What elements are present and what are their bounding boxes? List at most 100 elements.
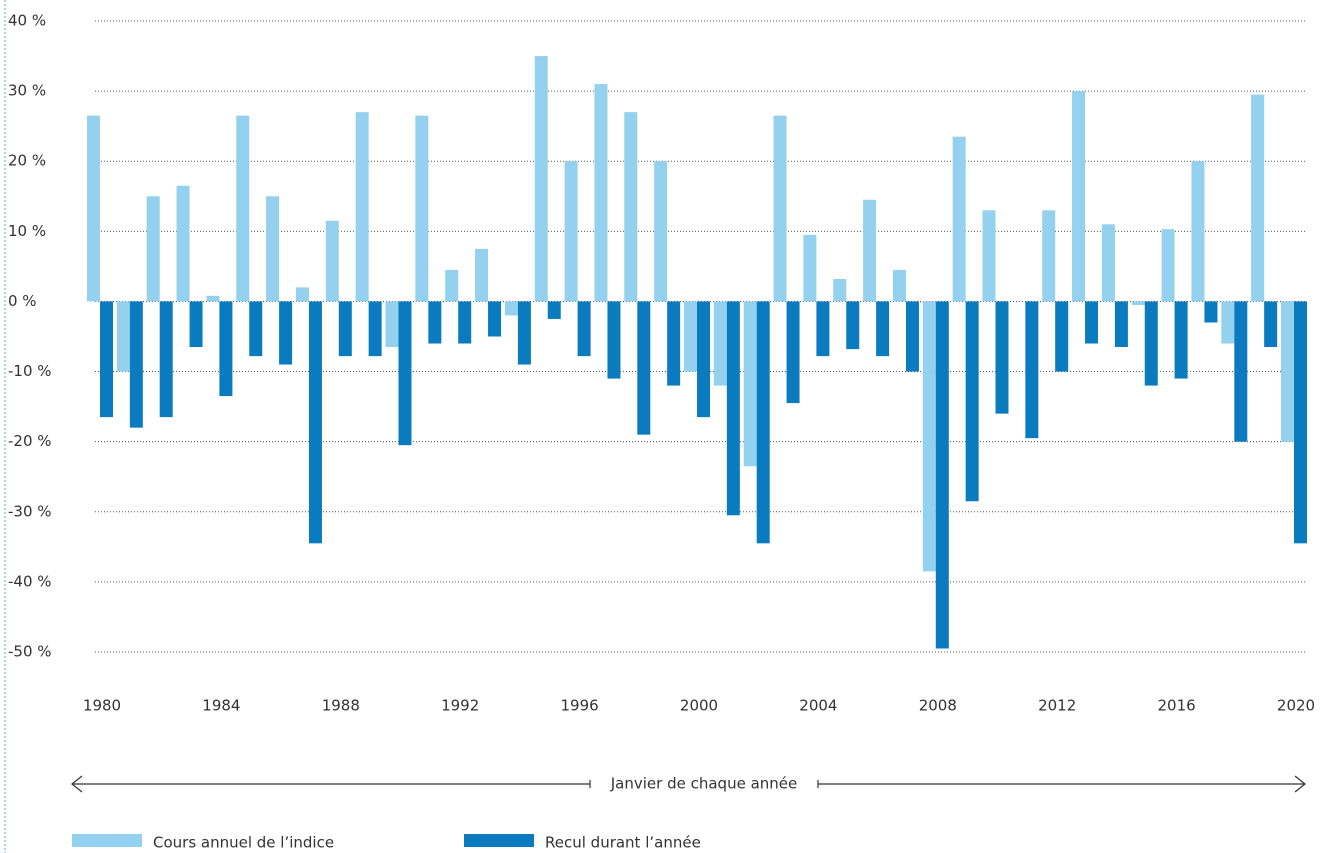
bar bbox=[577, 301, 591, 357]
bar bbox=[116, 301, 130, 372]
x-tick-label: 2004 bbox=[799, 697, 837, 715]
legend-swatch bbox=[72, 834, 142, 847]
bar bbox=[398, 301, 412, 446]
bar bbox=[159, 301, 173, 418]
bar bbox=[863, 199, 877, 302]
bar bbox=[415, 115, 429, 302]
x-tick-label: 2012 bbox=[1038, 697, 1076, 715]
bar bbox=[1281, 301, 1294, 442]
bar bbox=[773, 115, 787, 302]
bar bbox=[892, 269, 906, 302]
bar bbox=[385, 301, 399, 348]
bar bbox=[279, 301, 293, 365]
bar bbox=[1221, 301, 1235, 344]
bar bbox=[517, 301, 531, 365]
bar bbox=[816, 301, 830, 357]
bar bbox=[594, 84, 608, 302]
bar bbox=[129, 301, 143, 428]
bar bbox=[1191, 161, 1205, 302]
bar bbox=[338, 301, 352, 357]
bar bbox=[475, 248, 489, 302]
bar bbox=[995, 301, 1009, 414]
bar bbox=[952, 136, 966, 302]
x-tick-label: 1980 bbox=[83, 697, 121, 715]
bar bbox=[355, 112, 369, 302]
bar bbox=[189, 301, 203, 348]
bar bbox=[266, 196, 280, 302]
y-tick-label: -20 % bbox=[8, 432, 52, 450]
bar bbox=[1025, 301, 1039, 439]
bar bbox=[368, 301, 382, 357]
bar bbox=[428, 301, 442, 344]
bar bbox=[684, 301, 697, 372]
bar bbox=[534, 56, 548, 302]
bar bbox=[564, 161, 578, 302]
y-tick-label: -40 % bbox=[8, 572, 52, 590]
x-tick-label: 2020 bbox=[1277, 697, 1315, 715]
bar bbox=[1101, 224, 1115, 302]
bar bbox=[743, 301, 757, 467]
bar bbox=[458, 301, 472, 344]
bar bbox=[1114, 301, 1128, 348]
bar bbox=[295, 287, 309, 302]
annotation: Janvier de chaque année bbox=[610, 775, 797, 793]
bar bbox=[982, 210, 996, 302]
bar bbox=[504, 301, 518, 316]
bar bbox=[1251, 94, 1265, 302]
bar bbox=[607, 301, 621, 379]
bar bbox=[249, 301, 263, 357]
bar bbox=[1144, 301, 1158, 386]
bar bbox=[87, 115, 100, 302]
bar bbox=[935, 301, 949, 649]
legend-label: Recul durant l’année bbox=[545, 834, 701, 852]
bar bbox=[100, 301, 113, 418]
bar bbox=[654, 161, 668, 302]
bar bbox=[876, 301, 890, 357]
x-tick-label: 1996 bbox=[561, 697, 599, 715]
bar bbox=[146, 196, 160, 302]
bar bbox=[206, 295, 220, 302]
y-tick-label: 30 % bbox=[8, 82, 46, 100]
bar bbox=[308, 301, 322, 544]
bar bbox=[713, 301, 727, 386]
bar bbox=[325, 220, 339, 302]
legend-label: Cours annuel de l’indice bbox=[153, 834, 334, 852]
bar bbox=[846, 301, 860, 350]
bar bbox=[1085, 301, 1099, 344]
bar bbox=[833, 279, 847, 302]
y-tick-label: 10 % bbox=[8, 222, 46, 240]
x-tick-label: 2000 bbox=[680, 697, 718, 715]
bar bbox=[1072, 91, 1086, 302]
x-tick-label: 1992 bbox=[441, 697, 479, 715]
bar bbox=[726, 301, 740, 516]
y-tick-label: -50 % bbox=[8, 643, 52, 661]
bar bbox=[1234, 301, 1248, 442]
x-tick-label: 1988 bbox=[322, 697, 360, 715]
bar bbox=[1042, 210, 1056, 302]
period-arrow bbox=[71, 775, 1306, 793]
bar bbox=[667, 301, 681, 386]
bar bbox=[922, 301, 936, 572]
bar bbox=[1174, 301, 1188, 379]
bar bbox=[697, 301, 710, 418]
bar bbox=[488, 301, 502, 337]
bar bbox=[637, 301, 651, 435]
x-tick-label: 2008 bbox=[919, 697, 957, 715]
bar bbox=[786, 301, 800, 404]
y-tick-label: -10 % bbox=[8, 362, 52, 380]
x-tick-label: 1984 bbox=[202, 697, 240, 715]
bar bbox=[1204, 301, 1218, 323]
bar bbox=[1161, 229, 1175, 302]
bar bbox=[219, 301, 233, 397]
bar bbox=[1055, 301, 1069, 372]
bar bbox=[236, 115, 250, 302]
bar bbox=[547, 301, 561, 319]
bar bbox=[1131, 301, 1145, 305]
bar bbox=[624, 112, 638, 302]
bar bbox=[803, 234, 817, 302]
y-tick-label: 40 % bbox=[8, 12, 46, 30]
bar bbox=[176, 185, 190, 302]
bar bbox=[965, 301, 979, 502]
x-tick-label: 2016 bbox=[1158, 697, 1196, 715]
